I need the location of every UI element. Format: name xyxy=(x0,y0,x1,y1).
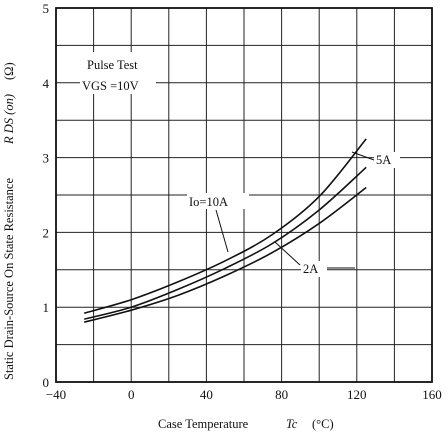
x-tick-label: 40 xyxy=(200,387,213,402)
vgs-label: VGS =10V xyxy=(82,79,139,93)
x-axis-title: Case Temperature xyxy=(158,417,249,431)
x-axis-unit: (°C) xyxy=(312,417,334,431)
leader-2a xyxy=(274,241,301,266)
y-axis-symbol: R DS (on) xyxy=(2,94,16,145)
label-bg-2a xyxy=(301,261,327,277)
pulse-test-label: Pulse Test xyxy=(87,58,138,72)
y-tick-label: 3 xyxy=(43,151,50,166)
series-lines xyxy=(83,138,367,323)
x-tick-label: 0 xyxy=(128,387,135,402)
series-line-id-10a xyxy=(83,138,367,314)
x-tick-label: −40 xyxy=(46,387,66,402)
y-tick-label: 0 xyxy=(43,375,50,390)
annotation-5a: 5A xyxy=(376,153,391,167)
x-tick-label: 160 xyxy=(422,387,442,402)
leader-10a xyxy=(215,209,229,253)
y-tick-label: 5 xyxy=(43,1,50,16)
y-tick-label: 4 xyxy=(43,76,50,91)
annotation-2a: 2A xyxy=(303,262,318,276)
series-line-2a xyxy=(84,186,367,323)
y-axis-title: Static Drain-Source On State Resistance xyxy=(2,178,16,380)
annotation-10a: Io=10A xyxy=(189,195,228,209)
x-tick-label: 120 xyxy=(347,387,367,402)
plot-frame xyxy=(55,7,433,383)
y-axis-unit: (Ω) xyxy=(2,62,16,80)
series-line-5a xyxy=(84,166,367,320)
leader-5a xyxy=(351,151,375,161)
x-axis-symbol: Tc xyxy=(286,417,298,431)
conditions-box xyxy=(80,52,156,94)
x-tick-label: 80 xyxy=(275,387,288,402)
label-bg-10a xyxy=(187,193,249,209)
plot-border xyxy=(55,7,433,383)
label-bg-5a xyxy=(374,152,400,168)
y-tick-label: 2 xyxy=(43,225,50,240)
y-tick-label: 1 xyxy=(43,300,50,315)
